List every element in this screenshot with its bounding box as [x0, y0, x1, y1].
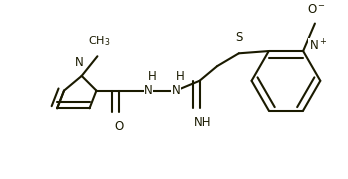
Text: N: N — [172, 84, 180, 97]
Text: CH$_3$: CH$_3$ — [88, 35, 111, 48]
Text: O: O — [114, 120, 124, 133]
Text: N: N — [144, 84, 153, 97]
Text: O$^-$: O$^-$ — [307, 3, 326, 16]
Text: N$^+$: N$^+$ — [309, 38, 327, 54]
Text: NH: NH — [194, 116, 211, 129]
Text: H: H — [175, 70, 184, 83]
Text: S: S — [235, 32, 243, 44]
Text: N: N — [76, 56, 84, 69]
Text: H: H — [148, 70, 157, 83]
